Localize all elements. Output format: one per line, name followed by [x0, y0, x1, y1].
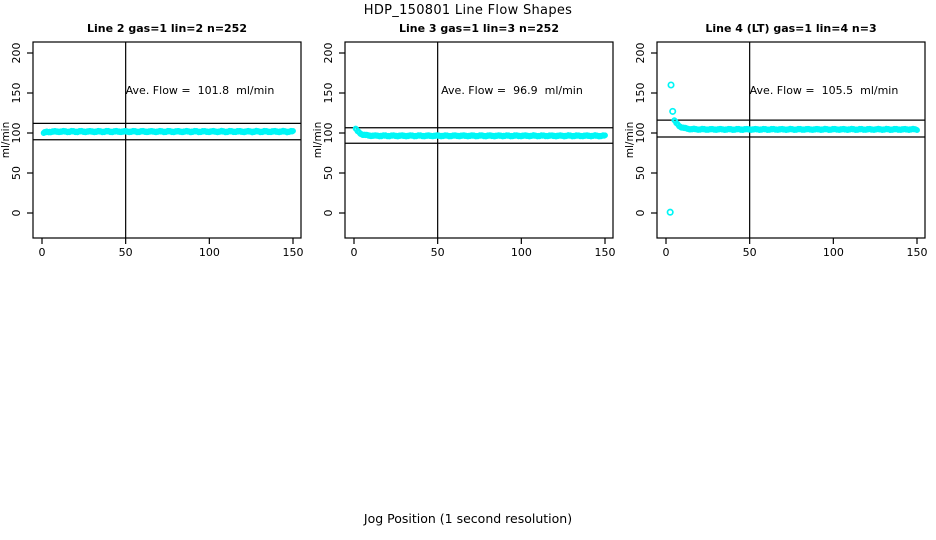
panel-line4: 0 50 100 150 0 50 100 150 200 ml/min Line 4 (LT) …	[624, 0, 936, 270]
outlier-data-point	[669, 107, 677, 115]
x-tick-label: 50	[119, 246, 133, 259]
x-tick-label: 0	[663, 246, 670, 259]
y-tick-label: 50	[10, 166, 23, 180]
x-tick-label: 150	[283, 246, 304, 259]
panel-line4-title: Line 4 (LT) gas=1 lin=4 n=3	[705, 22, 877, 35]
x-tick-label: 100	[511, 246, 532, 259]
x-tick-label: 150	[595, 246, 616, 259]
y-tick-label: 150	[634, 83, 647, 104]
y-axis-label: ml/min	[0, 122, 12, 158]
x-tick-label: 150	[907, 246, 928, 259]
panel-line2-plot: 0 50 100 150 0 50 100 150 200 ml/min	[0, 41, 304, 259]
y-tick-label: 100	[322, 123, 335, 144]
x-tick-label: 50	[743, 246, 757, 259]
y-tick-label: 200	[634, 43, 647, 64]
plot-box	[656, 41, 926, 239]
y-tick-label: 50	[322, 166, 335, 180]
y-tick-label: 150	[10, 83, 23, 104]
outlier-data-point	[666, 208, 674, 216]
y-tick-label: 0	[10, 210, 23, 217]
outlier-data-point	[667, 81, 675, 89]
panel-line2-ave-flow-annotation: Ave. Flow = 101.8 ml/min	[125, 84, 275, 97]
x-tick-label: 100	[823, 246, 844, 259]
panel-line2-title: Line 2 gas=1 lin=2 n=252	[86, 22, 247, 35]
x-axis-label: Jog Position (1 second resolution)	[363, 511, 573, 526]
y-tick-label: 150	[322, 83, 335, 104]
panel-line2: 0 50 100 150 0 50 100 150 200 ml/min Line 2 gas=1…	[0, 0, 312, 270]
flow-data-point	[290, 128, 296, 134]
y-tick-label: 100	[634, 123, 647, 144]
flow-data-point	[914, 127, 920, 134]
flow-data-point	[602, 132, 608, 139]
panel-line3: 0 50 100 150 0 50 100 150 200 ml/min Line 3 gas=1…	[312, 0, 624, 270]
y-tick-label: 200	[10, 43, 23, 64]
panel-line3-plot: 0 50 100 150 0 50 100 150 200 ml/min	[312, 41, 616, 259]
x-tick-label: 50	[431, 246, 445, 259]
y-tick-label: 0	[634, 210, 647, 217]
chart-title: HDP_150801 Line Flow Shapes	[363, 3, 573, 18]
plot-box	[344, 41, 614, 239]
panel-line3-ave-flow-annotation: Ave. Flow = 96.9 ml/min	[441, 84, 583, 97]
y-tick-label: 200	[322, 43, 335, 64]
y-tick-label: 100	[10, 123, 23, 144]
x-tick-label: 100	[199, 246, 220, 259]
y-axis-label: ml/min	[624, 122, 636, 158]
y-axis-label: ml/min	[312, 122, 324, 158]
y-tick-label: 50	[634, 166, 647, 180]
panel-line3-title: Line 3 gas=1 lin=3 n=252	[398, 22, 559, 35]
panel-line4-ave-flow-annotation: Ave. Flow = 105.5 ml/min	[749, 84, 899, 97]
y-tick-label: 0	[322, 210, 335, 217]
x-tick-label: 0	[39, 246, 46, 259]
panel-line4-plot: 0 50 100 150 0 50 100 150 200 ml/min	[624, 41, 928, 259]
x-tick-label: 0	[351, 246, 358, 259]
